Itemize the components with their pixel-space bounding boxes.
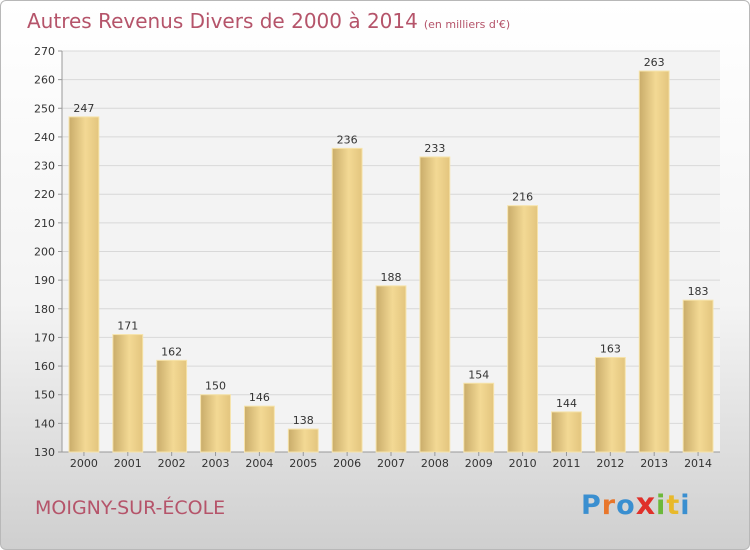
proxiti-logo: Proxiti bbox=[581, 487, 691, 522]
bar-2011 bbox=[551, 411, 582, 453]
data-label: 163 bbox=[600, 342, 621, 355]
data-label: 171 bbox=[117, 320, 138, 333]
data-label: 188 bbox=[381, 271, 402, 284]
bar-2009 bbox=[463, 382, 495, 453]
data-label: 144 bbox=[556, 397, 577, 410]
x-tick-label: 2000 bbox=[70, 457, 98, 470]
bar-2000 bbox=[68, 116, 100, 453]
y-tick-label: 180 bbox=[34, 303, 55, 316]
y-tick-label: 190 bbox=[34, 274, 55, 287]
bar-2006 bbox=[331, 147, 363, 453]
y-tick-label: 260 bbox=[34, 74, 55, 87]
chart-subtitle: (en milliers d'€) bbox=[423, 18, 511, 31]
bar-2010 bbox=[507, 205, 539, 453]
bar-2014 bbox=[682, 299, 714, 453]
x-tick-label: 2002 bbox=[158, 457, 186, 470]
data-label: 154 bbox=[468, 368, 489, 381]
data-label: 216 bbox=[512, 191, 533, 204]
logo-letter: x bbox=[635, 487, 657, 522]
x-tick-label: 2006 bbox=[333, 457, 361, 470]
bar-2003 bbox=[200, 394, 231, 453]
chart-title-block: Autres Revenus Divers de 2000 à 2014 (en … bbox=[27, 9, 510, 33]
logo-letter: i bbox=[680, 490, 691, 521]
bar-2005 bbox=[287, 428, 319, 453]
bar-2001 bbox=[112, 334, 144, 453]
x-tick-label: 2003 bbox=[202, 457, 230, 470]
data-label: 150 bbox=[205, 380, 226, 393]
x-tick-label: 2007 bbox=[377, 457, 405, 470]
y-tick-label: 210 bbox=[34, 217, 55, 230]
data-label: 183 bbox=[688, 285, 709, 298]
bar-2008 bbox=[419, 156, 451, 453]
x-tick-label: 2005 bbox=[289, 457, 317, 470]
y-tick-label: 230 bbox=[34, 160, 55, 173]
y-tick-label: 240 bbox=[34, 131, 55, 144]
logo-letter: i bbox=[656, 490, 667, 521]
logo-letter: P bbox=[581, 490, 602, 521]
x-tick-label: 2013 bbox=[640, 457, 668, 470]
x-tick-label: 2008 bbox=[421, 457, 449, 470]
data-label: 247 bbox=[73, 102, 94, 115]
data-label: 146 bbox=[249, 391, 270, 404]
y-tick-label: 200 bbox=[34, 246, 55, 259]
y-tick-label: 270 bbox=[34, 45, 55, 58]
logo-letter: t bbox=[666, 490, 681, 521]
bar-2012 bbox=[594, 356, 626, 453]
x-tick-label: 2010 bbox=[509, 457, 537, 470]
y-tick-label: 150 bbox=[34, 389, 55, 402]
y-tick-label: 140 bbox=[34, 417, 55, 430]
chart-title: Autres Revenus Divers de 2000 à 2014 bbox=[27, 9, 418, 33]
data-label: 236 bbox=[337, 133, 358, 146]
bar-chart: 130 140 150 160 170 180 190 200 210 220 230 240 250 2… bbox=[34, 45, 720, 470]
x-tick-label: 2012 bbox=[596, 457, 624, 470]
y-tick-label: 130 bbox=[34, 446, 55, 459]
x-tick-label: 2004 bbox=[245, 457, 273, 470]
data-label: 138 bbox=[293, 414, 314, 427]
bar-2007 bbox=[375, 285, 407, 453]
bar-2013 bbox=[638, 70, 670, 453]
logo-letter: r bbox=[601, 490, 617, 521]
bar-2004 bbox=[243, 405, 275, 453]
y-tick-label: 170 bbox=[34, 331, 55, 344]
x-tick-label: 2011 bbox=[552, 457, 580, 470]
x-tick-label: 2009 bbox=[465, 457, 493, 470]
logo-letter: o bbox=[616, 490, 636, 521]
y-tick-label: 220 bbox=[34, 188, 55, 201]
x-tick-label: 2014 bbox=[684, 457, 712, 470]
y-tick-label: 160 bbox=[34, 360, 55, 373]
data-label: 263 bbox=[644, 56, 665, 69]
x-tick-label: 2001 bbox=[114, 457, 142, 470]
data-label: 233 bbox=[424, 142, 445, 155]
y-tick-label: 250 bbox=[34, 102, 55, 115]
data-label: 162 bbox=[161, 345, 182, 358]
place-name: MOIGNY-SUR-ÉCOLE bbox=[35, 497, 226, 519]
bar-2002 bbox=[156, 359, 188, 453]
